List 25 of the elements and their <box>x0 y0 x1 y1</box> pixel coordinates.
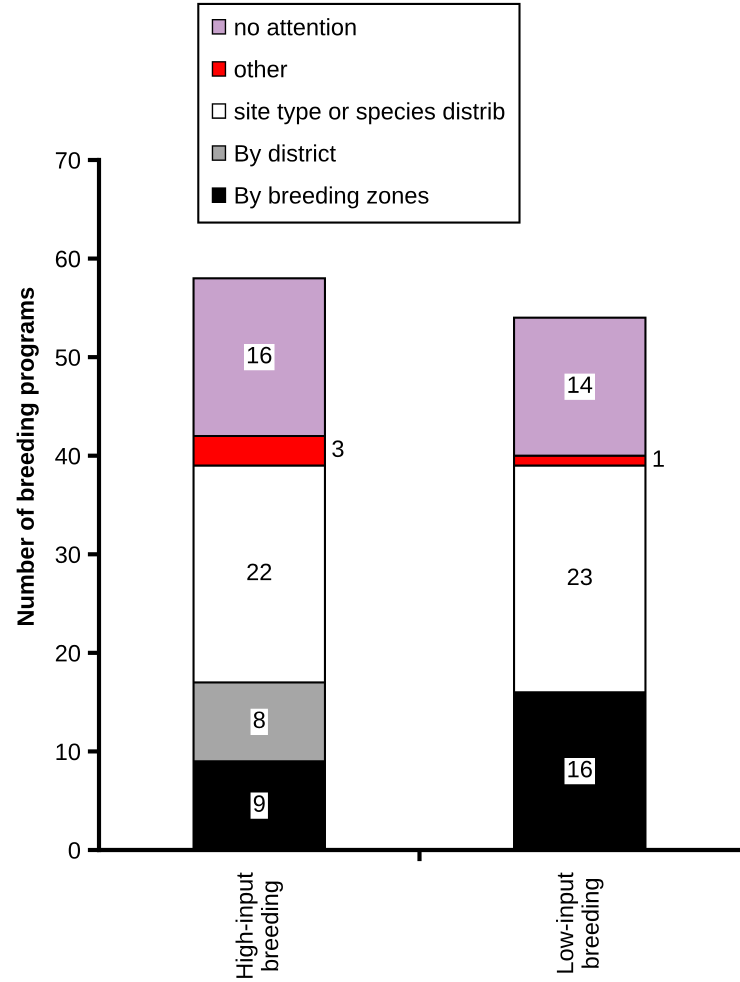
y-tick-label: 40 <box>55 448 80 464</box>
data-label: 22 <box>247 564 272 580</box>
data-label: 23 <box>568 568 592 586</box>
x-tick-label: Low-input breeding <box>556 872 604 973</box>
data-label: 14 <box>568 376 592 393</box>
legend-label: no attention <box>235 18 356 36</box>
y-tick-label: 50 <box>56 349 80 366</box>
y-tick-label: 70 <box>56 152 80 169</box>
legend-label: site type or species distrib <box>234 102 504 124</box>
y-tick-label: 0 <box>68 842 80 859</box>
data-label: 16 <box>248 346 272 364</box>
data-label: 16 <box>568 760 592 778</box>
y-axis-title: Number of breeding programs <box>16 288 39 626</box>
data-label: 3 <box>332 440 344 458</box>
x-tick-label: High-input breeding <box>236 872 283 978</box>
legend-label: other <box>234 60 288 78</box>
data-label: 1 <box>654 450 664 467</box>
y-tick-label: 30 <box>56 546 80 564</box>
y-tick-label: 10 <box>56 743 80 760</box>
data-label: 9 <box>254 795 265 812</box>
y-tick-label: 20 <box>56 644 80 662</box>
y-tick-label: 60 <box>56 250 80 268</box>
legend-label: By district <box>236 144 336 166</box>
data-label: 8 <box>254 711 265 728</box>
legend-label: By breeding zones <box>236 186 428 208</box>
